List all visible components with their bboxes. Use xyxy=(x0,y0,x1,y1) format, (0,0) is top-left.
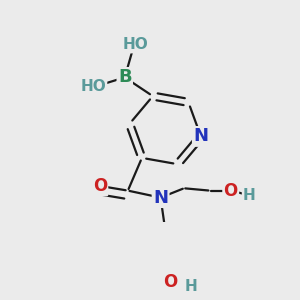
Text: O: O xyxy=(93,177,107,195)
Text: N: N xyxy=(194,128,208,146)
Text: O: O xyxy=(224,182,238,200)
Text: HO: HO xyxy=(122,37,148,52)
Text: HO: HO xyxy=(80,79,106,94)
Text: H: H xyxy=(243,188,256,203)
Text: H: H xyxy=(184,279,197,294)
Text: B: B xyxy=(118,68,132,86)
Text: N: N xyxy=(153,189,168,207)
Text: O: O xyxy=(163,273,177,291)
